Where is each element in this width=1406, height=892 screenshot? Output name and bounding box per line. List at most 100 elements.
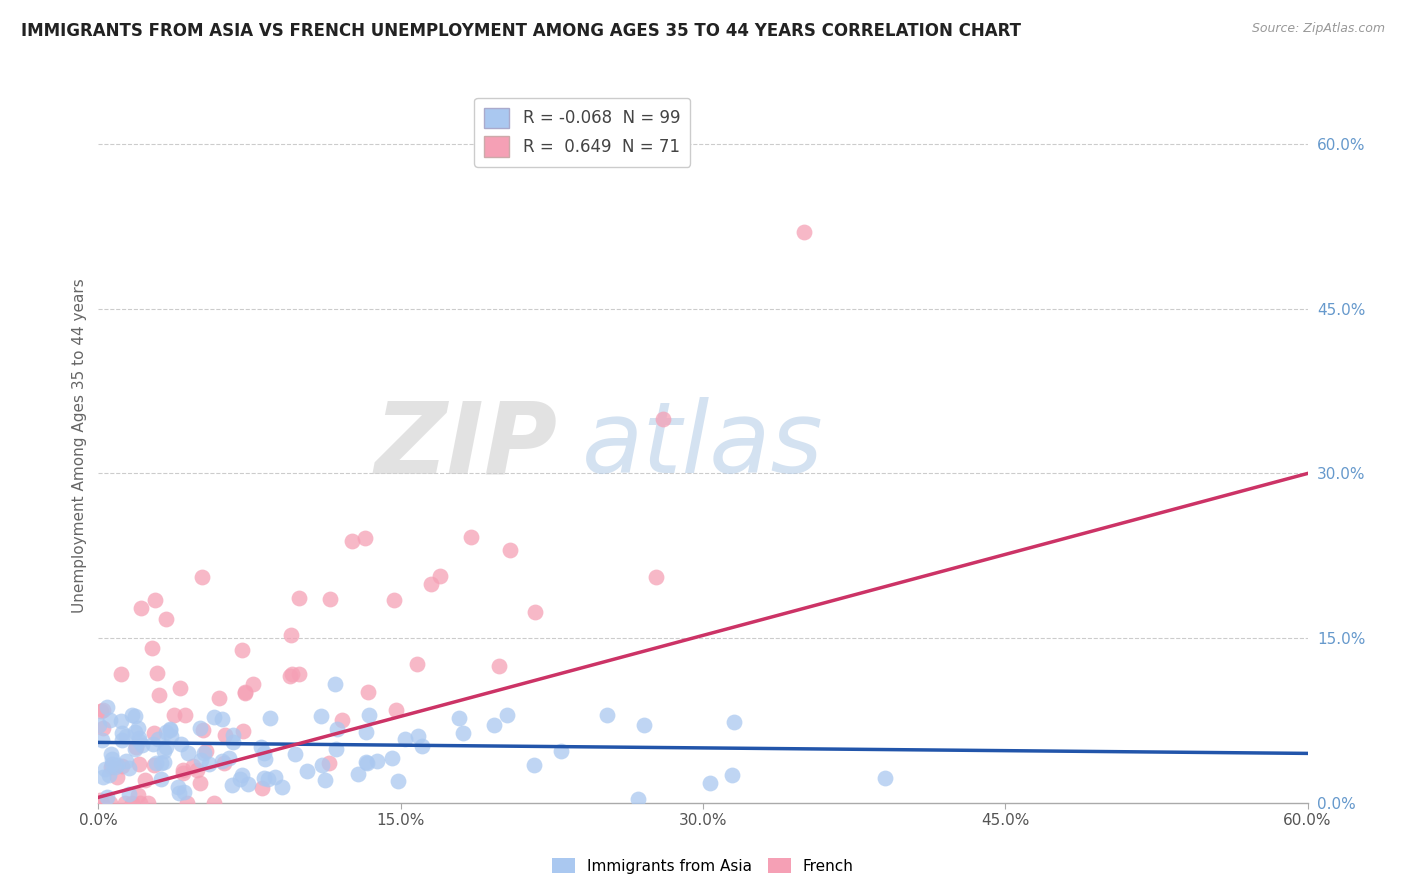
Point [155,740,177,755]
Point [408,729,430,743]
Point [253,771,276,785]
Point [233,685,256,699]
Point [406,657,429,671]
Point [167,786,190,800]
Point [284,747,307,761]
Point [211,754,233,768]
Point [257,772,280,787]
Point [98,713,121,727]
Point [91,732,114,747]
Point [195,744,218,758]
Point [354,756,377,770]
Point [202,796,225,810]
Point [193,746,215,760]
Point [114,796,136,810]
Point [420,576,443,591]
Point [188,721,211,735]
Point [264,770,287,784]
Point [134,772,156,787]
Point [280,628,302,642]
Point [354,725,377,739]
Point [153,755,176,769]
Point [128,731,150,746]
Point [111,758,134,772]
Point [254,752,277,766]
Point [91,770,114,784]
Point [523,758,546,772]
Point [721,768,744,782]
Point [173,785,195,799]
Point [128,756,150,771]
Point [191,570,214,584]
Point [111,733,134,747]
Point [381,751,404,765]
Point [259,711,281,725]
Point [645,569,668,583]
Point [124,708,146,723]
Point [186,764,208,778]
Point [281,666,304,681]
Point [451,726,474,740]
Point [114,755,136,769]
Point [143,758,166,772]
Point [110,714,132,728]
Point [129,600,152,615]
Y-axis label: Unemployment Among Ages 35 to 44 years: Unemployment Among Ages 35 to 44 years [72,278,87,614]
Point [125,740,148,755]
Point [211,712,233,726]
Point [218,751,240,765]
Point [89,793,111,807]
Point [460,530,482,544]
Point [723,714,745,729]
Point [651,411,673,425]
Point [149,756,172,771]
Point [142,726,165,740]
Point [96,699,118,714]
Point [793,225,815,239]
Point [160,730,183,744]
Point [356,756,378,771]
Point [141,640,163,655]
Point [169,681,191,696]
Text: Source: ZipAtlas.com: Source: ZipAtlas.com [1251,22,1385,36]
Point [94,762,117,776]
Point [110,726,132,740]
Point [325,741,347,756]
Point [89,717,111,731]
Point [163,707,186,722]
Point [136,796,159,810]
Point [98,796,121,810]
Text: ZIP: ZIP [375,398,558,494]
Point [150,772,173,787]
Point [129,796,152,810]
Point [105,758,128,772]
Point [250,740,273,755]
Point [332,714,354,728]
Point [347,767,370,781]
Point [96,789,118,804]
Point [170,737,193,751]
Point [91,796,114,810]
Point [250,781,273,796]
Point [354,531,377,545]
Point [221,778,243,792]
Point [190,776,212,790]
Point [394,731,416,746]
Point [488,658,510,673]
Point [176,746,198,760]
Point [550,744,572,758]
Point [222,728,245,742]
Point [411,739,433,754]
Point [100,760,122,774]
Point [115,730,138,744]
Point [110,667,132,681]
Point [202,710,225,724]
Point [176,796,198,810]
Point [101,752,124,766]
Point [366,755,388,769]
Point [449,711,471,725]
Point [311,758,333,772]
Point [121,796,143,810]
Point [496,708,519,723]
Point [221,735,243,749]
